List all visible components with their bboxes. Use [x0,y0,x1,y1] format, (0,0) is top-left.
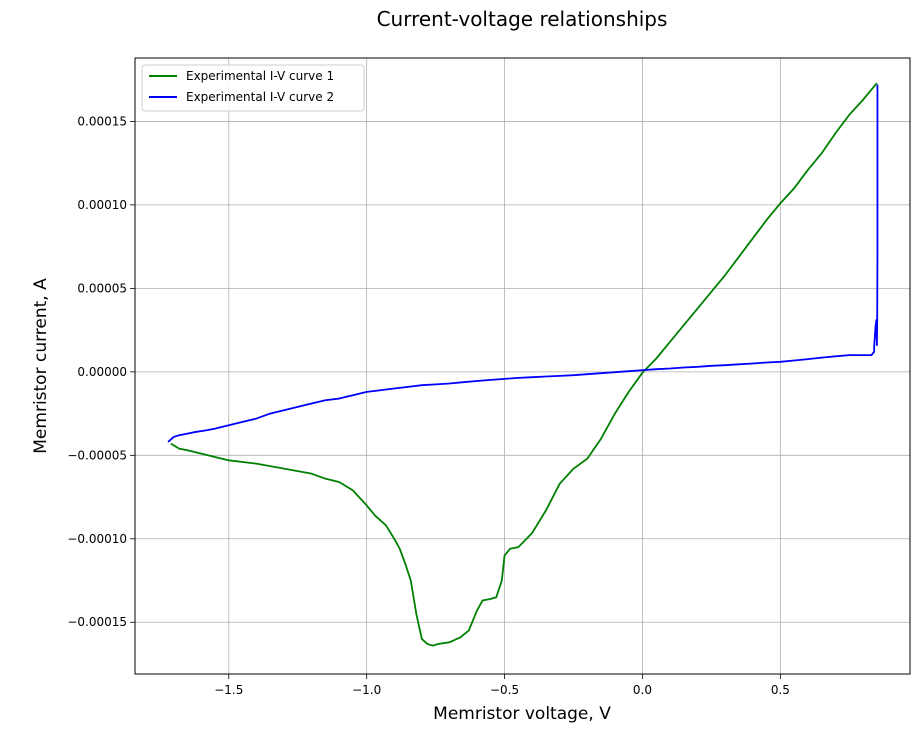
x-tick-label: −1.0 [352,683,381,697]
y-tick-label: 0.00015 [77,114,127,128]
y-axis-title: Memristor current, A [31,278,51,454]
x-axis-title: Memristor voltage, V [433,704,611,724]
y-tick-label: −0.00010 [67,532,127,546]
y-axis: −0.00015 −0.00010 −0.00005 0.00000 0.00005 0.… [67,114,135,629]
legend-label-1: Experimental I-V curve 1 [186,69,334,83]
y-tick-label: 0.00005 [77,281,127,295]
x-tick-label: 0.0 [633,683,652,697]
chart-title: Current-voltage relationships [377,7,668,31]
series-line-1 [170,82,878,647]
y-tick-label: 0.00000 [77,365,127,379]
y-tick-label: −0.00015 [67,615,127,629]
plot-frame [134,57,911,675]
x-tick-label: 0.5 [771,683,790,697]
y-tick-label: −0.00005 [67,448,127,462]
grid [135,58,910,674]
legend-box [141,64,365,112]
legend-label-2: Experimental I-V curve 2 [186,90,334,104]
y-tick-label: 0.00010 [77,198,127,212]
x-tick-label: −0.5 [490,683,519,697]
series-layer [167,82,879,647]
series-line-2 [167,84,879,443]
x-tick-label: −1.5 [214,683,243,697]
x-axis: −1.5 −1.0 −0.5 0.0 0.5 [214,674,790,697]
legend: Experimental I-V curve 1 Experimental I-… [141,64,365,112]
